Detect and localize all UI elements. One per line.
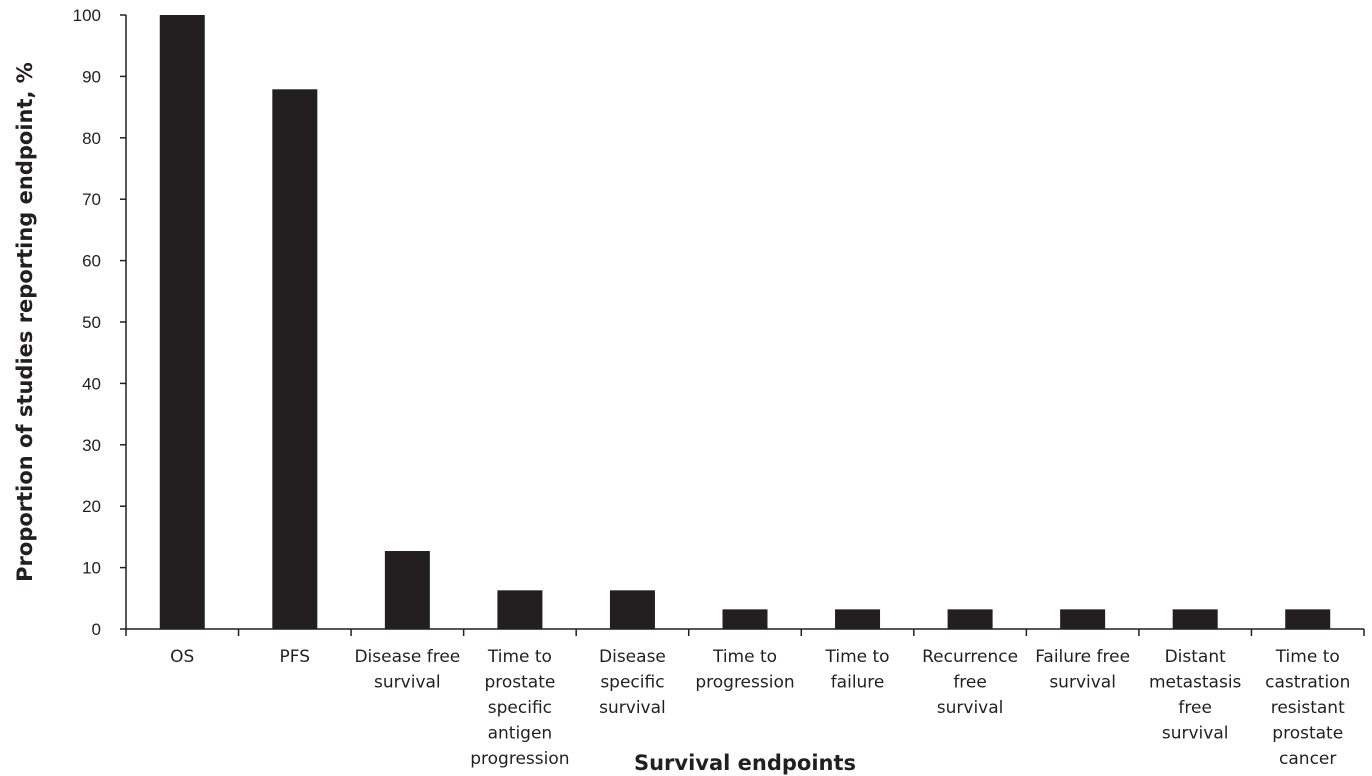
bar xyxy=(497,590,543,629)
x-tick-label-line: cancer xyxy=(1279,749,1336,769)
x-tick-label-line: Time to xyxy=(712,647,777,667)
x-tick-label-line: survival xyxy=(937,698,1004,718)
bars-group xyxy=(159,15,1331,629)
x-tick-label: Time to progression xyxy=(695,647,794,693)
x-tick-label: PFS xyxy=(280,647,311,667)
x-axis-title: Survival endpoints xyxy=(634,751,856,775)
x-tick-label: Recurrence free survival xyxy=(922,647,1018,718)
x-axis xyxy=(125,628,1365,636)
x-tick-label-line: antigen xyxy=(488,724,553,744)
x-tick-label: Time to failure xyxy=(825,647,890,693)
x-tick-label-line: castration xyxy=(1265,673,1350,693)
bar xyxy=(384,551,430,629)
bar xyxy=(722,609,768,629)
x-tick-label-line: prostate xyxy=(1272,724,1343,744)
y-tick-label: 10 xyxy=(82,559,101,578)
y-tick-label: 80 xyxy=(82,129,101,148)
x-tick-label: Time to castration resistant prostate cancer xyxy=(1265,647,1350,769)
x-tick-label-line: Disease free xyxy=(354,647,460,667)
x-tick-label-line: survival xyxy=(1162,724,1229,744)
y-axis: 0 10 20 30 40 50 60 70 80 90 100 xyxy=(73,6,127,639)
x-tick-label-line: progression xyxy=(470,749,569,769)
bar xyxy=(947,609,993,629)
x-tick-label-line: failure xyxy=(831,673,885,693)
x-tick-label: OS xyxy=(170,647,194,667)
x-tick-label-line: survival xyxy=(374,673,441,693)
x-tick-label-line: Time to xyxy=(825,647,890,667)
x-tick-label-line: progression xyxy=(695,673,794,693)
bar xyxy=(272,89,318,629)
y-tick-label: 40 xyxy=(82,374,101,393)
x-tick-label-line: free xyxy=(953,673,987,693)
x-tick-label-line: prostate xyxy=(484,673,555,693)
y-tick-label: 60 xyxy=(82,252,101,271)
x-tick-label-line: survival xyxy=(1049,673,1116,693)
bar xyxy=(159,15,205,629)
x-tick-label-line: survival xyxy=(599,698,666,718)
x-tick-label: Time to prostate specific antigen progressio… xyxy=(470,647,569,769)
category-labels: OS PFS Disease free survival Time to prostate… xyxy=(170,647,1350,769)
x-tick-label-line: Time to xyxy=(1275,647,1340,667)
x-tick-label-line: Failure free xyxy=(1035,647,1130,667)
x-tick-label-line: resistant xyxy=(1271,698,1345,718)
y-tick-label: 100 xyxy=(73,6,101,25)
x-tick-label: Distant metastasis free survival xyxy=(1149,647,1242,744)
bar xyxy=(1172,609,1218,629)
x-tick-label-line: specific xyxy=(488,698,552,718)
x-tick-label-line: free xyxy=(1178,698,1212,718)
x-tick-label: Failure free survival xyxy=(1035,647,1130,693)
x-tick-label-line: Disease xyxy=(599,647,666,667)
x-tick-label-line: Recurrence xyxy=(922,647,1018,667)
x-tick-label: Disease specific survival xyxy=(599,647,666,718)
y-tick-label: 50 xyxy=(82,313,101,332)
y-tick-label: 30 xyxy=(82,436,101,455)
y-tick-label: 0 xyxy=(92,620,101,639)
x-tick-label-line: specific xyxy=(600,673,664,693)
x-tick-label-line: Distant xyxy=(1165,647,1227,667)
bar xyxy=(609,590,655,629)
bar xyxy=(1285,609,1331,629)
x-tick-label-line: metastasis xyxy=(1149,673,1242,693)
x-tick-label-line: OS xyxy=(170,647,194,667)
y-tick-label: 70 xyxy=(82,190,101,209)
x-tick-label-line: Time to xyxy=(487,647,552,667)
bar xyxy=(835,609,881,629)
x-tick-label: Disease free survival xyxy=(354,647,460,693)
y-axis-title: Proportion of studies reporting endpoint… xyxy=(13,62,37,582)
bar xyxy=(1060,609,1106,629)
y-tick-label: 20 xyxy=(82,497,101,516)
x-tick-label-line: PFS xyxy=(280,647,311,667)
y-tick-label: 90 xyxy=(82,67,101,86)
